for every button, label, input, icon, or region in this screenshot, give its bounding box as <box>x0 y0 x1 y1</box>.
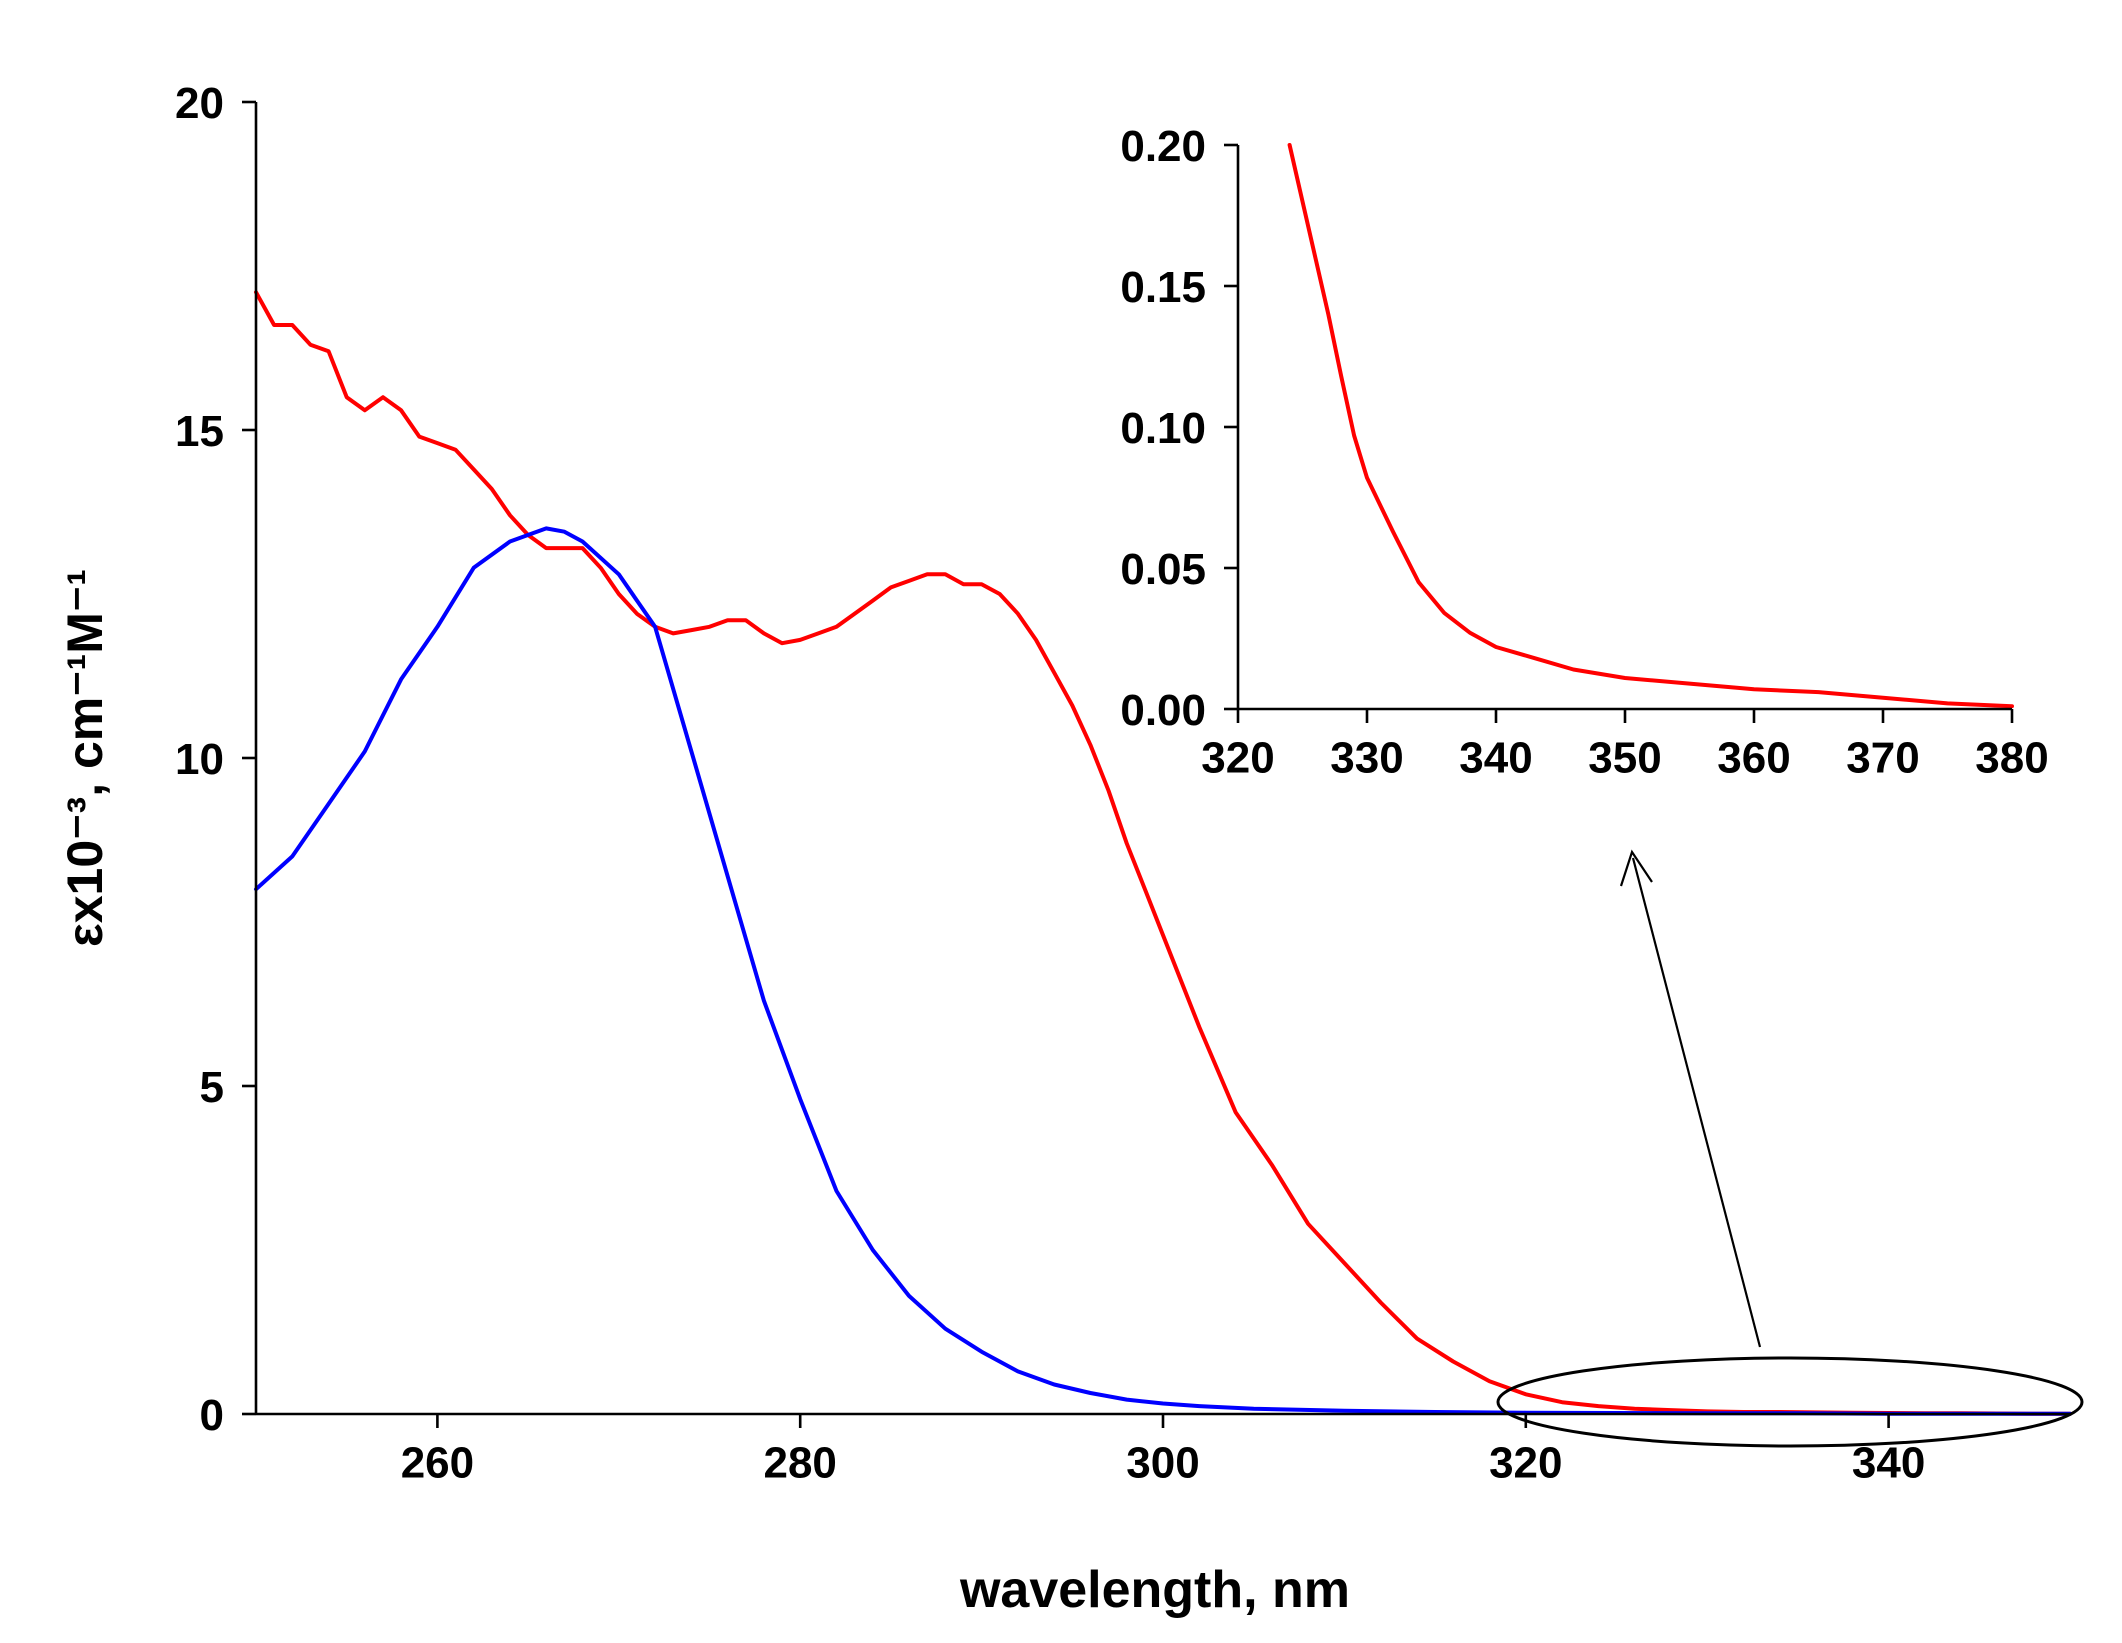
inset-y-tick-label: 0.00 <box>1120 686 1206 735</box>
main-series-blue <box>254 526 2072 1416</box>
main-y-tick-label: 10 <box>175 735 224 784</box>
inset-y-tick-label: 0.15 <box>1120 263 1206 312</box>
zoom-arrow <box>1631 857 1762 1348</box>
inset-x-tick-label: 380 <box>1975 734 2048 783</box>
inset-ticks-group: 320 330 340 350 360 370 380 0.00 0.05 0.10 0.15 0.2… <box>1120 122 2048 783</box>
inset-series-group <box>1287 143 2014 709</box>
main-x-tick-label: 280 <box>763 1439 836 1488</box>
main-x-tick-label: 340 <box>1852 1439 1925 1488</box>
main-plot: 260 280 300 320 340 0 5 10 15 20 wavelength, nm ε… <box>57 79 2072 1619</box>
main-y-tick-label: 15 <box>175 407 224 456</box>
main-series-red <box>254 290 2072 1416</box>
highlight-ellipse <box>1496 1356 2084 1448</box>
inset-y-tick-label: 0.20 <box>1120 122 1206 171</box>
inset-plot: 320 330 340 350 360 370 380 0.00 0.05 0.10 0.15 0.2… <box>1120 122 2048 783</box>
main-x-tick-label: 260 <box>401 1439 474 1488</box>
inset-y-tick-label: 0.10 <box>1120 404 1206 453</box>
inset-x-tick-label: 330 <box>1330 734 1403 783</box>
inset-x-tick-label: 360 <box>1717 734 1790 783</box>
inset-x-tick-label: 370 <box>1846 734 1919 783</box>
zoom-arrow-head <box>1619 849 1653 887</box>
main-y-tick-label: 5 <box>200 1063 224 1112</box>
inset-x-tick-label: 320 <box>1201 734 1274 783</box>
x-axis-label: wavelength, nm <box>959 1561 1350 1619</box>
inset-series-red-inset <box>1287 143 2014 709</box>
main-y-tick-label: 20 <box>175 79 224 128</box>
main-y-tick-label: 0 <box>200 1391 224 1440</box>
main-x-tick-label: 320 <box>1489 1439 1562 1488</box>
inset-x-tick-label: 350 <box>1588 734 1661 783</box>
inset-y-tick-label: 0.05 <box>1120 545 1206 594</box>
main-series-group <box>254 290 2072 1416</box>
main-x-tick-label: 300 <box>1126 1439 1199 1488</box>
y-axis-label: εx10⁻³, cm⁻¹M⁻¹ <box>57 569 113 947</box>
inset-x-tick-label: 340 <box>1459 734 1532 783</box>
main-ticks-group: 260 280 300 320 340 0 5 10 15 20 <box>175 79 1925 1488</box>
